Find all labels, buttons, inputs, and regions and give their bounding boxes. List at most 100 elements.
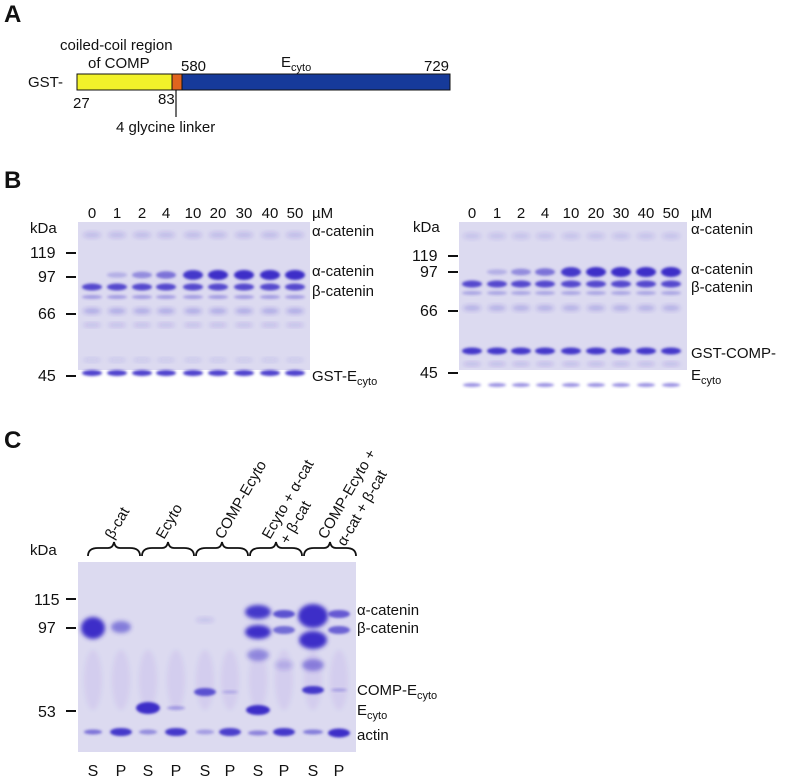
gel-band xyxy=(184,308,202,314)
gel-band xyxy=(208,295,228,299)
gel-band xyxy=(586,291,606,295)
gel-band xyxy=(662,383,680,387)
gel-band xyxy=(275,650,293,710)
gel-band xyxy=(273,626,295,634)
gel-band xyxy=(208,283,228,291)
gel-c-kda: kDa xyxy=(30,542,57,559)
gel-band xyxy=(661,291,681,295)
gel-band xyxy=(261,358,279,362)
gel-band xyxy=(82,295,102,299)
lane-label: P xyxy=(116,763,127,780)
gel-band xyxy=(636,347,656,355)
gel-band xyxy=(156,295,176,299)
marker-label: 45 xyxy=(420,365,438,382)
ecyto-label: Ecyto xyxy=(357,702,387,722)
gel-band xyxy=(488,362,506,366)
marker-label: 45 xyxy=(38,368,56,385)
gel-band xyxy=(260,283,280,291)
gel-band xyxy=(662,362,680,366)
gel-band xyxy=(286,358,304,362)
gel-band xyxy=(234,370,254,376)
gel-band xyxy=(111,621,131,633)
gel-band xyxy=(637,305,655,311)
gel-band xyxy=(83,308,101,314)
gel-left-construct-label: GST-Ecyto xyxy=(312,368,377,388)
gel-band xyxy=(586,347,606,355)
gel-band xyxy=(611,280,631,288)
gel-band xyxy=(261,308,279,314)
gel-band xyxy=(132,370,152,376)
gel-band xyxy=(328,728,350,738)
gel-band xyxy=(587,383,605,387)
gel-band xyxy=(156,271,176,279)
gel-band xyxy=(246,705,270,715)
gel-band xyxy=(587,233,605,239)
conc-label: 10 xyxy=(185,205,202,222)
gel-band xyxy=(194,688,216,696)
gel-band xyxy=(535,280,555,288)
gel-band xyxy=(587,362,605,366)
conc-label: 40 xyxy=(262,205,279,222)
marker-label: 119 xyxy=(30,245,56,262)
marker-label: 119 xyxy=(412,248,438,265)
gel-band xyxy=(462,347,482,355)
beta-catenin-label: β-catenin xyxy=(357,620,419,637)
coiled-coil-label-line2: of COMP xyxy=(88,55,150,72)
actin-label: actin xyxy=(357,727,389,744)
gel-band xyxy=(136,702,160,714)
gel-band xyxy=(234,270,254,280)
gel-band xyxy=(167,650,185,710)
gel-band xyxy=(511,291,531,295)
gel-band xyxy=(156,283,176,291)
group-label: Ecyto xyxy=(153,501,186,542)
gel-band xyxy=(611,291,631,295)
gel-band xyxy=(512,362,530,366)
gel-band xyxy=(83,358,101,362)
gel-band xyxy=(612,362,630,366)
gel-band xyxy=(133,323,151,327)
gel-band xyxy=(488,233,506,239)
gel-band xyxy=(661,267,681,277)
gel-band xyxy=(561,347,581,355)
gel-band xyxy=(273,728,295,736)
gel-band xyxy=(82,283,102,291)
gel-band xyxy=(247,649,269,661)
gel-right-background xyxy=(459,222,687,370)
gel-band xyxy=(302,659,324,671)
gel-band xyxy=(235,232,253,238)
gel-band xyxy=(487,291,507,295)
gel-band xyxy=(463,383,481,387)
marker-label: 53 xyxy=(38,704,56,721)
gel-band xyxy=(487,347,507,355)
alpha-catenin-label: α-catenin xyxy=(357,602,419,619)
coiled-coil-domain xyxy=(76,73,173,91)
group-braces xyxy=(87,541,357,557)
gel-left xyxy=(78,222,310,376)
gel-band xyxy=(208,370,228,376)
residue-83: 83 xyxy=(158,91,175,108)
gel-band xyxy=(183,370,203,376)
conc-label: 50 xyxy=(287,205,304,222)
gel-band xyxy=(157,323,175,327)
gel-band xyxy=(512,305,530,311)
gel-right-alpha-label: α-catenin xyxy=(691,261,753,278)
conc-label: 20 xyxy=(588,205,605,222)
group-labels: β-cat Ecyto COMP-Ecyto Ecyto + α-cat + β… xyxy=(102,446,391,549)
glycine-linker-domain xyxy=(171,73,183,91)
gel-band xyxy=(183,270,203,280)
gel-band xyxy=(535,268,555,276)
conc-label: 4 xyxy=(162,205,170,222)
brace xyxy=(141,541,195,557)
gel-band xyxy=(286,323,304,327)
gel-band xyxy=(132,295,152,299)
gel-band xyxy=(511,280,531,288)
marker-label: 97 xyxy=(38,269,56,286)
gel-band xyxy=(249,650,267,710)
gel-band xyxy=(286,232,304,238)
gel-band xyxy=(463,233,481,239)
gel-band xyxy=(260,370,280,376)
gel-right-kda: kDa xyxy=(413,219,440,236)
gel-band xyxy=(209,308,227,314)
gel-band xyxy=(183,283,203,291)
gel-band xyxy=(562,383,580,387)
